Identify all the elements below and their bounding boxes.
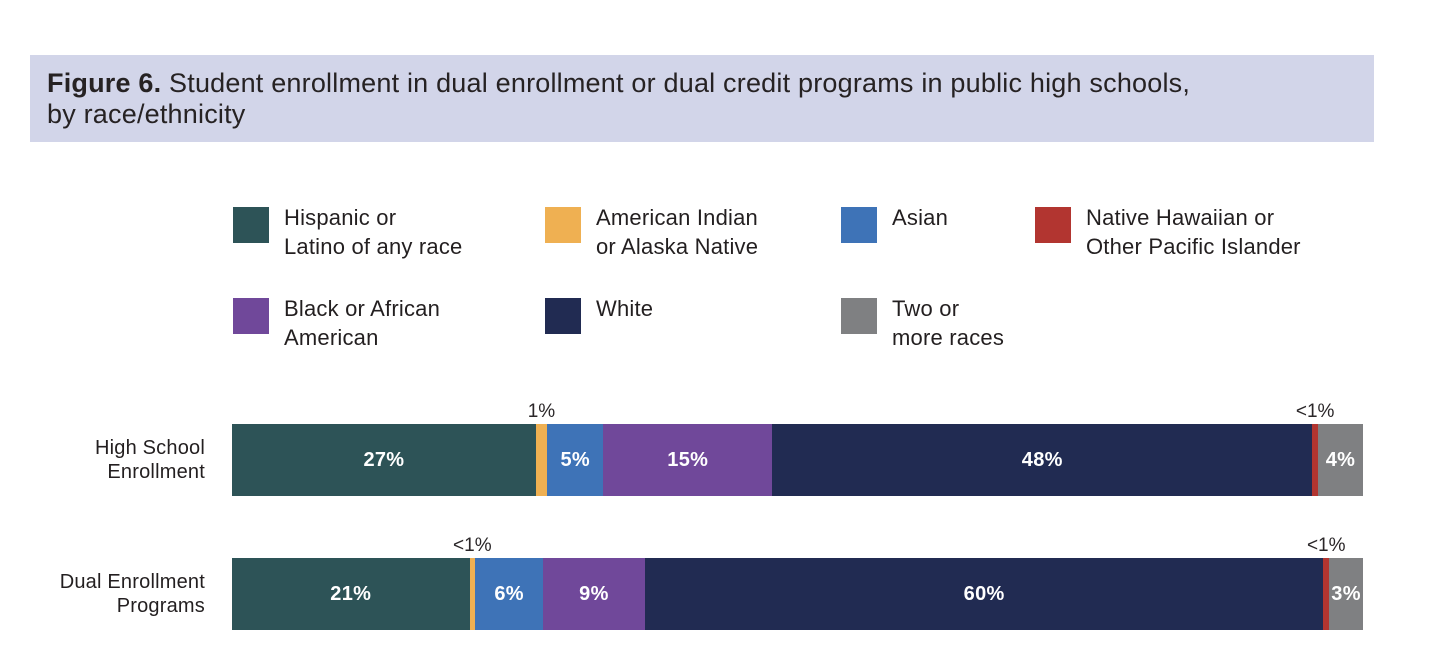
bar-segment-hispanic-latino: 27% bbox=[232, 424, 536, 496]
segment-annotation-native-hawaiian-pacific-islander: <1% bbox=[1295, 401, 1335, 422]
legend-item-hispanic-latino: Hispanic or Latino of any race bbox=[233, 205, 463, 261]
bar-track: 21% 6% 9% 60% 3% bbox=[232, 558, 1364, 630]
bar-segment-white: 48% bbox=[772, 424, 1313, 496]
legend-swatch-two-or-more-races bbox=[841, 298, 877, 334]
legend-item-black-african-american: Black or African American bbox=[233, 296, 440, 352]
segment-value-label: 6% bbox=[494, 582, 524, 605]
legend-label-asian: Asian bbox=[892, 205, 949, 230]
legend-swatch-asian bbox=[841, 207, 877, 243]
bar-segment-white: 60% bbox=[644, 558, 1324, 630]
legend-label-two-or-more-races: Two or more races bbox=[892, 296, 1005, 350]
bar-segment-native-hawaiian-pacific-islander bbox=[1312, 424, 1318, 496]
bar-segment-native-hawaiian-pacific-islander bbox=[1323, 558, 1330, 630]
segment-value-label: 15% bbox=[667, 448, 709, 471]
figure-number: Figure 6. bbox=[47, 68, 162, 98]
legend-label-american-indian-alaska-native: American Indian or Alaska Native bbox=[596, 205, 759, 259]
bar-segment-american-indian-alaska-native bbox=[535, 424, 548, 496]
segment-annotation-american-indian-alaska-native: <1% bbox=[453, 535, 492, 556]
segment-value-label: 3% bbox=[1331, 582, 1361, 605]
bar-segment-two-or-more-races: 4% bbox=[1317, 424, 1363, 496]
figure-title-line2: by race/ethnicity bbox=[47, 99, 246, 129]
segment-value-label: 4% bbox=[1325, 448, 1356, 471]
bar-segment-asian: 5% bbox=[547, 424, 604, 496]
bar-segment-black-african-american: 15% bbox=[603, 424, 773, 496]
bar-track: 27% 5% 15% 48% 4% bbox=[232, 424, 1363, 496]
figure-title-line1: Figure 6. Student enrollment in dual enr… bbox=[47, 68, 1190, 98]
bar-segment-two-or-more-races: 3% bbox=[1329, 558, 1364, 630]
legend-label-white: White bbox=[596, 296, 654, 321]
segment-value-label: 48% bbox=[1021, 448, 1063, 471]
legend-swatch-native-hawaiian-pacific-islander bbox=[1035, 207, 1071, 243]
bar-row-2: Dual Enrollment Programs <1% <1% 21% 6% 9% 60%… bbox=[0, 528, 1380, 630]
segment-annotation-american-indian-alaska-native: 1% bbox=[527, 401, 556, 422]
legend-item-two-or-more-races: Two or more races bbox=[841, 296, 1004, 352]
legend-label-black-african-american: Black or African American bbox=[284, 296, 441, 350]
bar-row-1: High School Enrollment 1% <1% 27% 5% 15% 48% 4% bbox=[0, 394, 1380, 496]
bar-segment-black-african-american: 9% bbox=[543, 558, 645, 630]
legend-swatch-white bbox=[545, 298, 581, 334]
segment-value-label: 5% bbox=[560, 448, 590, 471]
legend-item-white: White bbox=[545, 296, 653, 334]
segment-annotation-native-hawaiian-pacific-islander: <1% bbox=[1306, 535, 1346, 556]
bar-segment-asian: 6% bbox=[475, 558, 544, 630]
segment-value-label: 9% bbox=[579, 582, 609, 605]
segment-value-label: 60% bbox=[963, 582, 1005, 605]
bar-segment-hispanic-latino: 21% bbox=[232, 558, 470, 630]
legend-item-native-hawaiian-pacific-islander: Native Hawaiian or Other Pacific Islande… bbox=[1035, 205, 1301, 261]
legend-swatch-black-african-american bbox=[233, 298, 269, 334]
bar-segment-american-indian-alaska-native bbox=[469, 558, 476, 630]
bar-annotations: 1% <1% bbox=[232, 394, 1363, 424]
legend-label-native-hawaiian-pacific-islander: Native Hawaiian or Other Pacific Islande… bbox=[1086, 205, 1301, 259]
legend-item-asian: Asian bbox=[841, 205, 948, 243]
bar-category-label: High School Enrollment bbox=[94, 437, 205, 483]
legend-swatch-american-indian-alaska-native bbox=[545, 207, 581, 243]
figure-title-text: Student enrollment in dual enrollment or… bbox=[161, 68, 1191, 98]
figure-title: Figure 6. Student enrollment in dual enr… bbox=[47, 68, 1354, 130]
bar-annotations: <1% <1% bbox=[232, 528, 1363, 558]
segment-value-label: 27% bbox=[363, 448, 405, 471]
legend-label-hispanic-latino: Hispanic or Latino of any race bbox=[284, 205, 463, 259]
legend-swatch-hispanic-latino bbox=[233, 207, 269, 243]
figure-header: Figure 6. Student enrollment in dual enr… bbox=[30, 55, 1374, 142]
legend-item-american-indian-alaska-native: American Indian or Alaska Native bbox=[545, 205, 758, 261]
segment-value-label: 21% bbox=[330, 582, 372, 605]
bar-category-label: Dual Enrollment Programs bbox=[59, 571, 205, 617]
